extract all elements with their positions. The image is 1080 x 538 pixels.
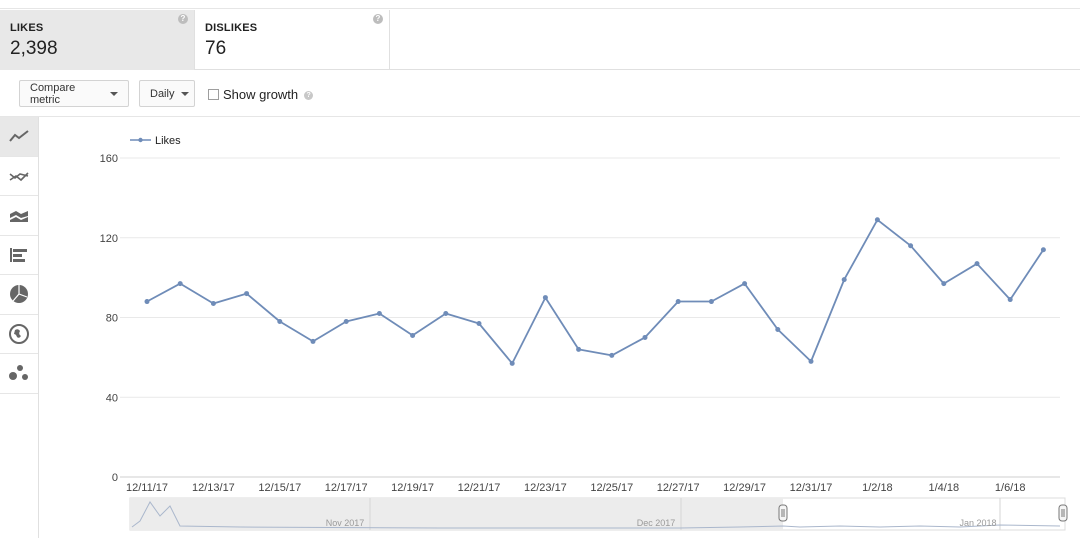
help-icon[interactable]: ?	[304, 91, 314, 100]
data-point[interactable]	[244, 291, 250, 297]
multiline-chart-icon	[9, 172, 29, 181]
y-tick-label: 160	[100, 153, 118, 165]
y-tick-label: 40	[106, 392, 118, 404]
metric-tab-dislikes[interactable]: DISLIKES 76 ?	[195, 10, 390, 70]
interval-label: Daily	[150, 87, 175, 100]
data-point[interactable]	[642, 334, 648, 340]
show-growth-checkbox[interactable]	[208, 89, 219, 100]
x-tick-label: 1/4/18	[929, 482, 960, 494]
data-point[interactable]	[376, 311, 382, 317]
navigator-mini-line	[131, 501, 1061, 529]
x-tick-label: 12/13/17	[192, 482, 235, 494]
x-tick-label: 12/23/17	[524, 482, 567, 494]
navigator-handle[interactable]	[1058, 504, 1068, 522]
data-point[interactable]	[675, 299, 681, 305]
data-point[interactable]	[343, 318, 349, 324]
data-point[interactable]	[808, 358, 814, 364]
globe-map-button[interactable]	[0, 315, 38, 354]
globe-map-icon	[9, 323, 29, 344]
caret-down-icon	[110, 91, 118, 96]
data-point[interactable]	[908, 243, 914, 249]
show-growth-control: Show growth ?	[208, 87, 314, 102]
data-point[interactable]	[708, 299, 714, 305]
chart-toolbar: Compare metric Daily Show growth ?	[0, 70, 1080, 117]
bubble-chart-button[interactable]	[0, 354, 38, 394]
compare-metric-label: Compare metric	[30, 81, 76, 106]
y-tick-label: 0	[112, 472, 118, 484]
data-point[interactable]	[210, 301, 216, 307]
likes-series-line	[146, 218, 1045, 365]
bar-chart-icon	[10, 247, 27, 262]
data-point[interactable]	[177, 281, 183, 287]
data-point[interactable]	[410, 332, 416, 338]
multiline-chart-button[interactable]	[0, 157, 38, 196]
y-tick-label: 120	[100, 233, 118, 245]
pie-chart-button[interactable]	[0, 275, 38, 315]
data-point[interactable]	[443, 311, 449, 317]
x-tick-label: 12/25/17	[590, 482, 633, 494]
data-point[interactable]	[974, 261, 980, 267]
help-icon[interactable]: ?	[178, 14, 188, 24]
x-tick-label: 12/21/17	[458, 482, 501, 494]
data-point[interactable]	[1007, 297, 1013, 303]
line-chart-button[interactable]	[0, 117, 38, 157]
line-chart-icon	[9, 130, 29, 142]
data-point[interactable]	[874, 217, 880, 223]
pie-chart-icon	[10, 285, 28, 304]
data-point[interactable]	[609, 352, 615, 358]
top-border	[0, 0, 1080, 9]
data-point[interactable]	[542, 295, 548, 301]
data-point[interactable]	[775, 326, 781, 332]
metric-value: 76	[205, 38, 227, 59]
navigator-month-label: Jan 2018	[959, 518, 996, 528]
data-point[interactable]	[941, 281, 947, 287]
data-point[interactable]	[476, 320, 482, 326]
legend-label: Likes	[155, 135, 181, 147]
x-tick-label: 1/2/18	[862, 482, 893, 494]
metric-value: 2,398	[10, 38, 58, 59]
data-point[interactable]	[742, 281, 748, 287]
data-point[interactable]	[509, 360, 515, 366]
chart-type-rail	[0, 117, 39, 538]
x-tick-label: 12/17/17	[325, 482, 368, 494]
bubble-chart-icon	[9, 365, 28, 381]
show-growth-label[interactable]: Show growth	[223, 87, 299, 102]
stacked-area-button[interactable]	[0, 196, 38, 236]
x-tick-label: 12/27/17	[657, 482, 700, 494]
y-tick-label: 80	[106, 313, 118, 325]
data-point[interactable]	[841, 277, 847, 283]
data-point[interactable]	[576, 346, 582, 352]
x-tick-label: 1/6/18	[995, 482, 1026, 494]
caret-down-icon	[181, 91, 190, 96]
data-point[interactable]	[310, 338, 316, 344]
bar-chart-button[interactable]	[0, 236, 38, 275]
metric-label: LIKES	[10, 22, 44, 34]
data-point[interactable]	[277, 318, 283, 324]
compare-metric-dropdown[interactable]: Compare metric	[19, 80, 129, 107]
likes-line-chart: 0 40 80 120 160 12/11/17 12/13/17 12/15/17 12/17…	[100, 135, 1068, 531]
x-tick-label: 12/31/17	[790, 482, 833, 494]
legend-marker	[138, 137, 143, 143]
stacked-area-icon	[10, 211, 28, 223]
interval-dropdown[interactable]: Daily	[139, 80, 195, 107]
x-tick-label: 12/15/17	[258, 482, 301, 494]
navigator-shaded-area	[130, 498, 783, 530]
metric-tabs: LIKES 2,398 ? DISLIKES 76 ?	[0, 10, 1080, 70]
metric-tab-likes[interactable]: LIKES 2,398 ?	[0, 10, 195, 70]
navigator-month-label: Nov 2017	[326, 518, 365, 528]
x-tick-label: 12/19/17	[391, 482, 434, 494]
navigator-month-label: Dec 2017	[637, 518, 676, 528]
x-tick-label: 12/11/17	[126, 482, 168, 494]
x-tick-label: 12/29/17	[723, 482, 766, 494]
metric-label: DISLIKES	[205, 22, 258, 34]
help-icon[interactable]: ?	[373, 14, 383, 24]
data-point[interactable]	[144, 299, 150, 305]
navigator-handle[interactable]	[778, 504, 788, 522]
data-point[interactable]	[1040, 247, 1046, 253]
